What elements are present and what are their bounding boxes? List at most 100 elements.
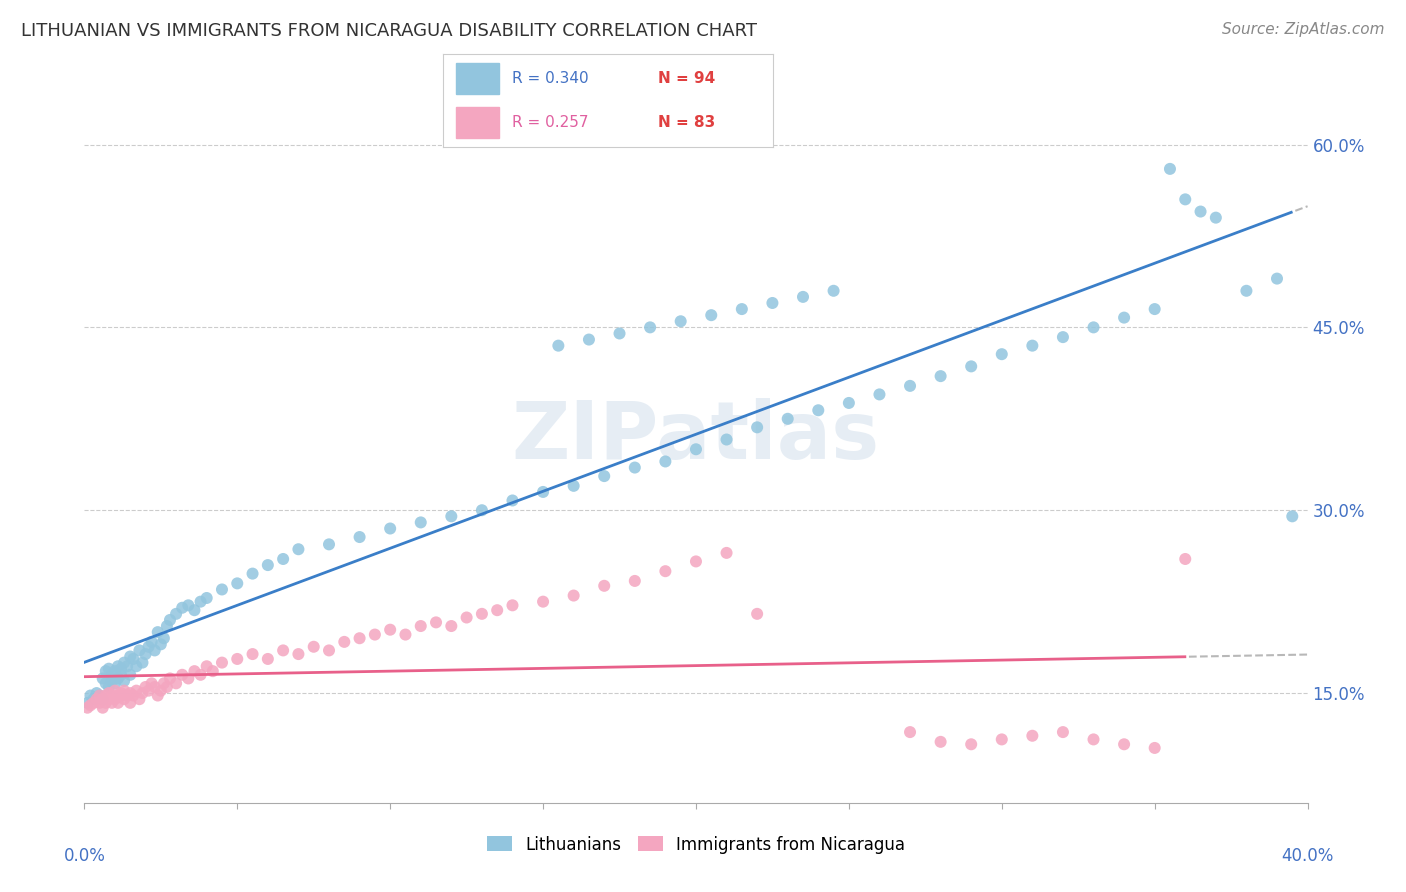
Point <box>101 696 124 710</box>
Point <box>898 725 921 739</box>
Text: N = 94: N = 94 <box>658 70 714 86</box>
Text: R = 0.340: R = 0.340 <box>512 70 589 86</box>
Text: ZIPatlas: ZIPatlas <box>512 398 880 476</box>
Point <box>333 635 356 649</box>
Point <box>318 643 340 657</box>
Point <box>471 503 494 517</box>
Point <box>101 667 124 682</box>
Text: Source: ZipAtlas.com: Source: ZipAtlas.com <box>1222 22 1385 37</box>
Point <box>761 296 783 310</box>
Point <box>929 369 952 384</box>
Point <box>183 664 205 678</box>
Point <box>143 643 166 657</box>
Point <box>125 683 148 698</box>
Point <box>120 686 142 700</box>
Point <box>89 689 111 703</box>
Point <box>502 493 524 508</box>
Point <box>107 689 129 703</box>
Point <box>716 433 738 447</box>
Point <box>242 647 264 661</box>
Point <box>1114 737 1136 751</box>
Point <box>112 673 135 688</box>
Point <box>97 686 120 700</box>
Text: 0.0%: 0.0% <box>63 847 105 864</box>
Point <box>146 689 169 703</box>
Point <box>807 403 830 417</box>
Point <box>593 579 616 593</box>
Point <box>1265 271 1288 285</box>
Point <box>149 637 172 651</box>
Point <box>112 656 135 670</box>
Legend: Lithuanians, Immigrants from Nicaragua: Lithuanians, Immigrants from Nicaragua <box>479 829 912 860</box>
Point <box>1174 552 1197 566</box>
Point <box>1143 302 1166 317</box>
Point <box>159 613 181 627</box>
Point <box>716 546 738 560</box>
Point <box>107 696 129 710</box>
Point <box>110 662 132 676</box>
Point <box>201 664 224 678</box>
Point <box>624 460 647 475</box>
Point <box>120 667 142 682</box>
Point <box>1159 161 1181 176</box>
Point <box>638 320 661 334</box>
Point <box>211 582 233 597</box>
Point <box>898 379 921 393</box>
Point <box>94 676 117 690</box>
Point <box>1083 320 1105 334</box>
Point <box>138 683 160 698</box>
Point <box>112 692 135 706</box>
Point <box>1236 284 1258 298</box>
Point <box>929 735 952 749</box>
Point <box>79 689 101 703</box>
Point <box>226 652 249 666</box>
Point <box>79 698 101 713</box>
Point <box>94 664 117 678</box>
Point <box>101 689 124 703</box>
Point <box>146 625 169 640</box>
Point <box>731 302 754 317</box>
Point <box>1021 729 1043 743</box>
Point <box>823 284 845 298</box>
Point <box>141 635 163 649</box>
Point <box>1114 310 1136 325</box>
Point <box>97 680 120 694</box>
Point <box>131 686 153 700</box>
Point <box>110 689 132 703</box>
Point <box>654 564 676 578</box>
Point <box>531 485 554 500</box>
Point <box>211 656 233 670</box>
Point <box>195 659 218 673</box>
Point <box>960 737 983 751</box>
Point <box>101 673 124 688</box>
Point <box>83 696 105 710</box>
Point <box>609 326 631 341</box>
Point <box>110 667 132 682</box>
Point <box>156 619 179 633</box>
Point <box>143 680 166 694</box>
Point <box>1143 740 1166 755</box>
Point <box>380 521 402 535</box>
Point <box>349 530 371 544</box>
Point <box>159 672 181 686</box>
Point <box>86 686 108 700</box>
Point <box>104 676 127 690</box>
Point <box>156 680 179 694</box>
Point <box>91 692 114 706</box>
Point <box>502 599 524 613</box>
Point <box>190 667 212 682</box>
Point <box>125 659 148 673</box>
Point <box>578 333 600 347</box>
Point <box>349 632 371 646</box>
Point <box>685 442 707 457</box>
Point <box>149 683 172 698</box>
Point <box>104 664 127 678</box>
Point <box>107 672 129 686</box>
Point <box>91 700 114 714</box>
Point <box>172 600 194 615</box>
Point <box>409 516 432 530</box>
Point <box>128 643 150 657</box>
Point <box>869 387 891 401</box>
Point <box>122 689 145 703</box>
Text: R = 0.257: R = 0.257 <box>512 115 589 130</box>
